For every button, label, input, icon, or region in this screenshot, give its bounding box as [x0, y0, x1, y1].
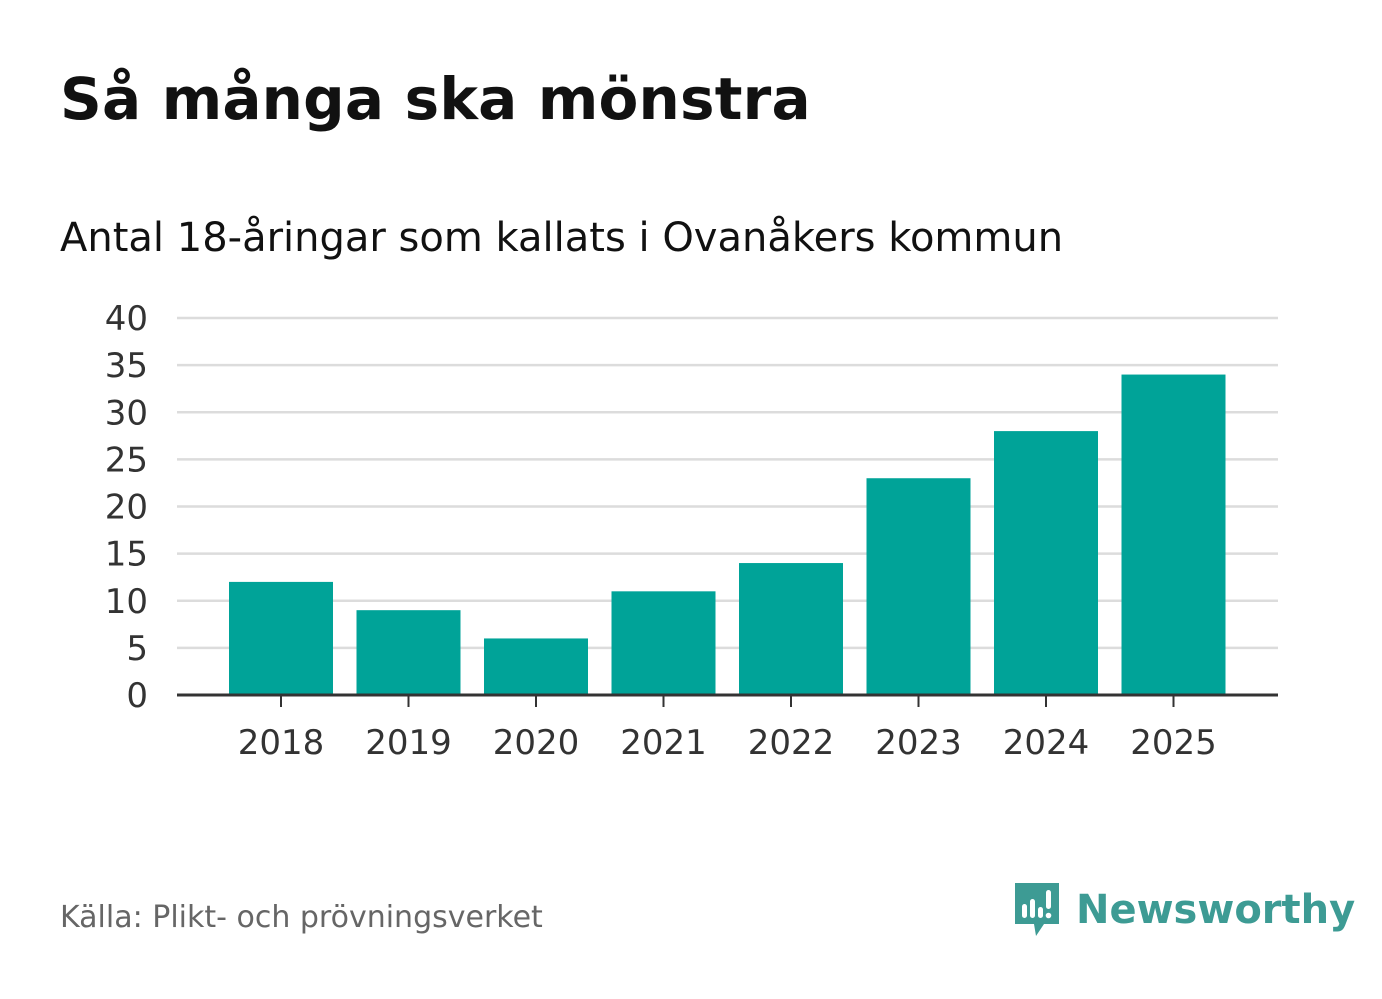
- bars: [229, 374, 1226, 695]
- bar-2021: [611, 591, 716, 695]
- x-tick-label: 2022: [748, 723, 835, 763]
- bar-2022: [739, 563, 843, 695]
- x-tick-label: 2020: [493, 723, 580, 763]
- x-axis: [177, 693, 1278, 707]
- y-axis-tick-labels: 0 5 10 15 20 25 30 35 40: [105, 299, 148, 716]
- bar-2018: [229, 581, 333, 695]
- y-tick-label: 0: [126, 676, 148, 716]
- brand-logo-block: Newsworthy: [1012, 880, 1355, 940]
- x-tick-label: 2021: [620, 723, 707, 763]
- y-tick-label: 10: [105, 582, 148, 622]
- gridlines: [177, 316, 1278, 650]
- bar-2024: [994, 431, 1098, 695]
- y-tick-label: 25: [105, 440, 148, 480]
- x-axis-tick-labels: 2018 2019 2020 2021 2022 2023 2024 2025: [238, 723, 1217, 763]
- chart-title: Så många ska mönstra: [60, 65, 811, 133]
- bar-2023: [866, 478, 971, 695]
- bar-2019: [356, 610, 461, 695]
- source-note: Källa: Plikt- och prövningsverket: [60, 900, 543, 935]
- y-tick-label: 40: [105, 299, 148, 339]
- y-tick-label: 30: [105, 393, 148, 433]
- y-tick-label: 5: [126, 629, 148, 669]
- y-tick-label: 35: [105, 346, 148, 386]
- x-tick-label: 2018: [238, 723, 325, 763]
- newsworthy-logo-icon: [1015, 883, 1059, 936]
- bar-2020: [484, 638, 588, 695]
- x-tick-label: 2019: [365, 723, 452, 763]
- x-tick-label: 2024: [1003, 723, 1090, 763]
- x-tick-label: 2023: [875, 723, 962, 763]
- chart-subtitle: Antal 18-åringar som kallats i Ovanåkers…: [60, 215, 1064, 261]
- x-tick-label: 2025: [1130, 723, 1217, 763]
- brand-name: Newsworthy: [1076, 887, 1356, 933]
- bar-2025: [1121, 374, 1226, 695]
- y-tick-label: 15: [105, 535, 148, 575]
- y-tick-label: 20: [105, 488, 148, 528]
